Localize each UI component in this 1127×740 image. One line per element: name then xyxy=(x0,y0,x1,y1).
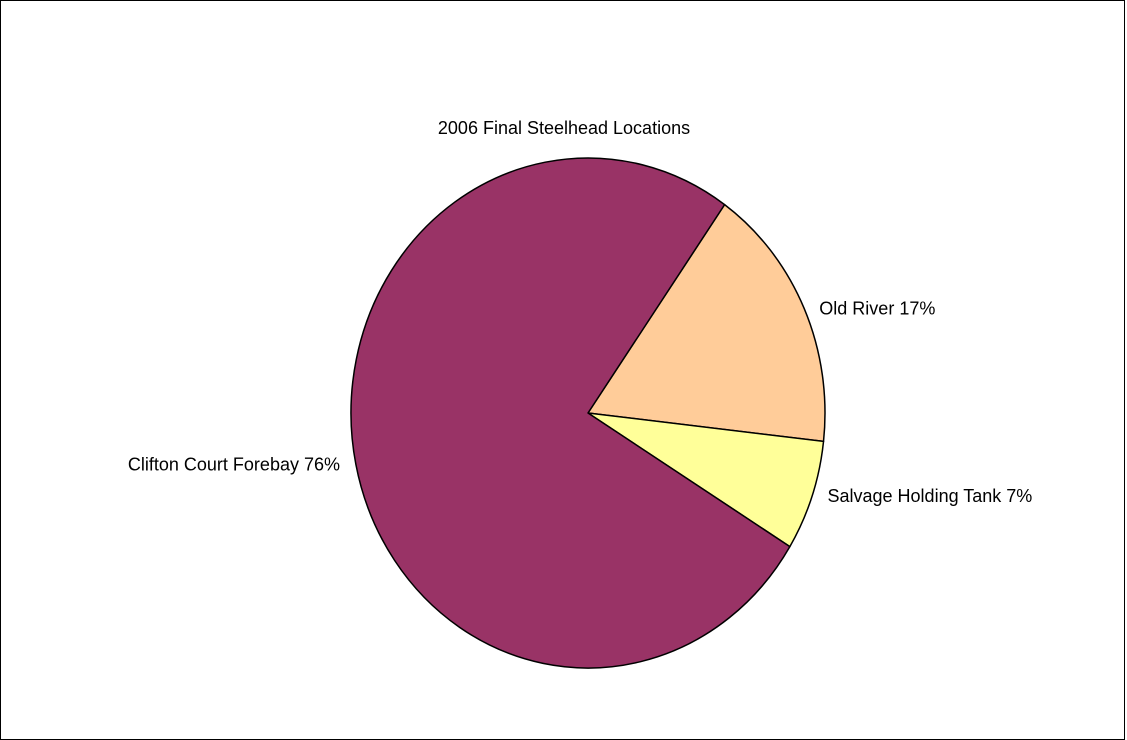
pie-slice-clifton-court-forebay xyxy=(350,157,791,669)
pie-slices xyxy=(350,157,826,669)
pie-labels: Old River 17% Salvage Holding Tank 7% Clif… xyxy=(128,299,1032,507)
pie-label-clifton-court-forebay: Clifton Court Forebay 76% xyxy=(128,454,340,474)
pie-label-salvage-holding-tank: Salvage Holding Tank 7% xyxy=(828,486,1033,506)
chart-title: 2006 Final Steelhead Locations xyxy=(438,118,690,138)
pie-label-old-river: Old River 17% xyxy=(819,299,935,319)
pie-slice-old-river xyxy=(587,203,826,443)
pie-slice-salvage-holding-tank xyxy=(587,412,825,548)
